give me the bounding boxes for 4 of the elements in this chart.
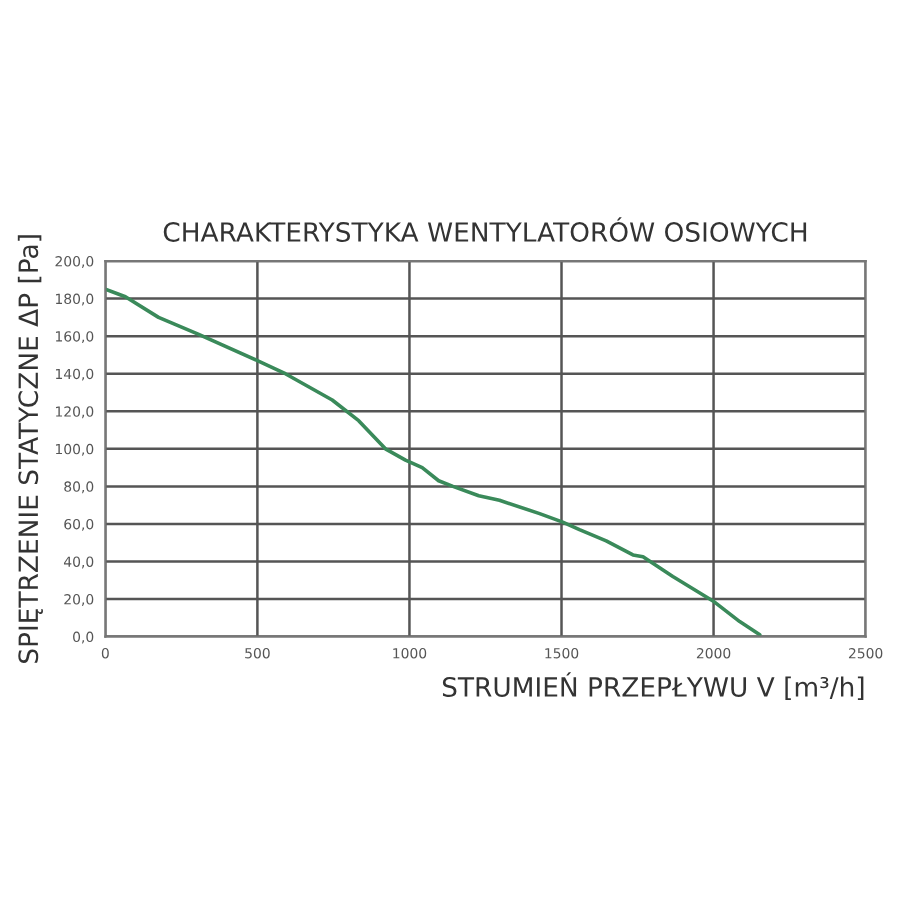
x-axis-title: STRUMIEŃ PRZEPŁYWU V [m³/h]	[442, 672, 864, 701]
chart-title: CHARAKTERYSTYKA WENTYLATORÓW OSIOWYCH	[163, 217, 807, 242]
line-series	[105, 287, 762, 637]
y-axis-title: SPIĘTRZENIE STATYCZNE ΔP [Pa]	[17, 235, 43, 663]
